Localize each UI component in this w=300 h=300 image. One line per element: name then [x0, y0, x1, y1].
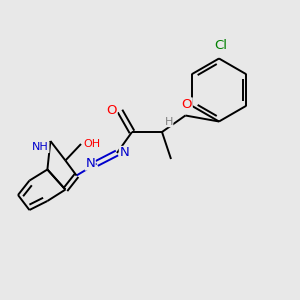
Text: H: H: [164, 117, 173, 127]
Text: O: O: [106, 104, 117, 118]
Text: Cl: Cl: [214, 39, 227, 52]
Text: N: N: [119, 146, 129, 160]
Text: N: N: [85, 157, 95, 170]
Text: NH: NH: [32, 142, 49, 152]
Text: O: O: [182, 98, 192, 111]
Text: OH: OH: [83, 139, 100, 149]
